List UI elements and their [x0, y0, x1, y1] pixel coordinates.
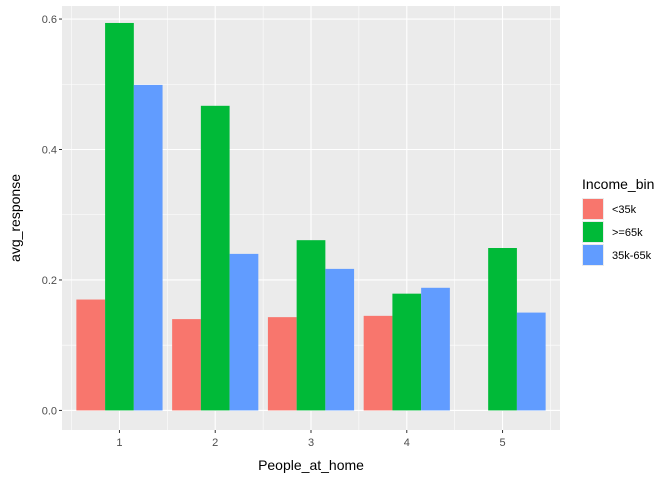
bar: [325, 268, 355, 411]
x-tick-label: 1: [116, 437, 122, 449]
x-axis-ticks: 1 2 3 4 5: [116, 430, 506, 449]
y-tick-label: 0.4: [42, 145, 57, 157]
bar: [488, 248, 517, 411]
bar: [105, 22, 134, 411]
legend-title: Income_bin: [582, 176, 654, 192]
x-tick-label: 4: [404, 437, 410, 449]
legend-swatch: [583, 245, 603, 265]
bars: [76, 22, 546, 411]
legend: Income_bin <35k >=65k 35k-65k: [582, 176, 654, 266]
legend-swatch: [583, 199, 603, 219]
bar: [229, 253, 259, 411]
x-tick-label: 3: [308, 437, 314, 449]
x-tick-label: 5: [499, 437, 505, 449]
x-tick-label: 2: [212, 437, 218, 449]
bar: [133, 84, 163, 411]
legend-label: >=65k: [612, 227, 643, 239]
legend-label: <35k: [612, 204, 637, 216]
bar: [392, 293, 422, 411]
x-axis-title: People_at_home: [258, 457, 364, 473]
bar: [76, 299, 106, 411]
legend-label: 35k-65k: [612, 250, 652, 262]
bar: [363, 315, 393, 411]
bar: [267, 317, 297, 411]
y-tick-label: 0.2: [42, 275, 57, 287]
y-tick-label: 0.6: [42, 14, 57, 26]
bar: [421, 287, 450, 411]
bar: [296, 240, 326, 411]
bar: [172, 319, 201, 411]
legend-swatch: [583, 222, 603, 242]
bar: [200, 105, 230, 411]
y-axis-title: avg_response: [7, 174, 23, 262]
y-tick-label: 0.0: [42, 405, 57, 417]
y-axis-ticks: 0.0 0.2 0.4 0.6: [42, 14, 62, 417]
bar: [516, 312, 546, 411]
